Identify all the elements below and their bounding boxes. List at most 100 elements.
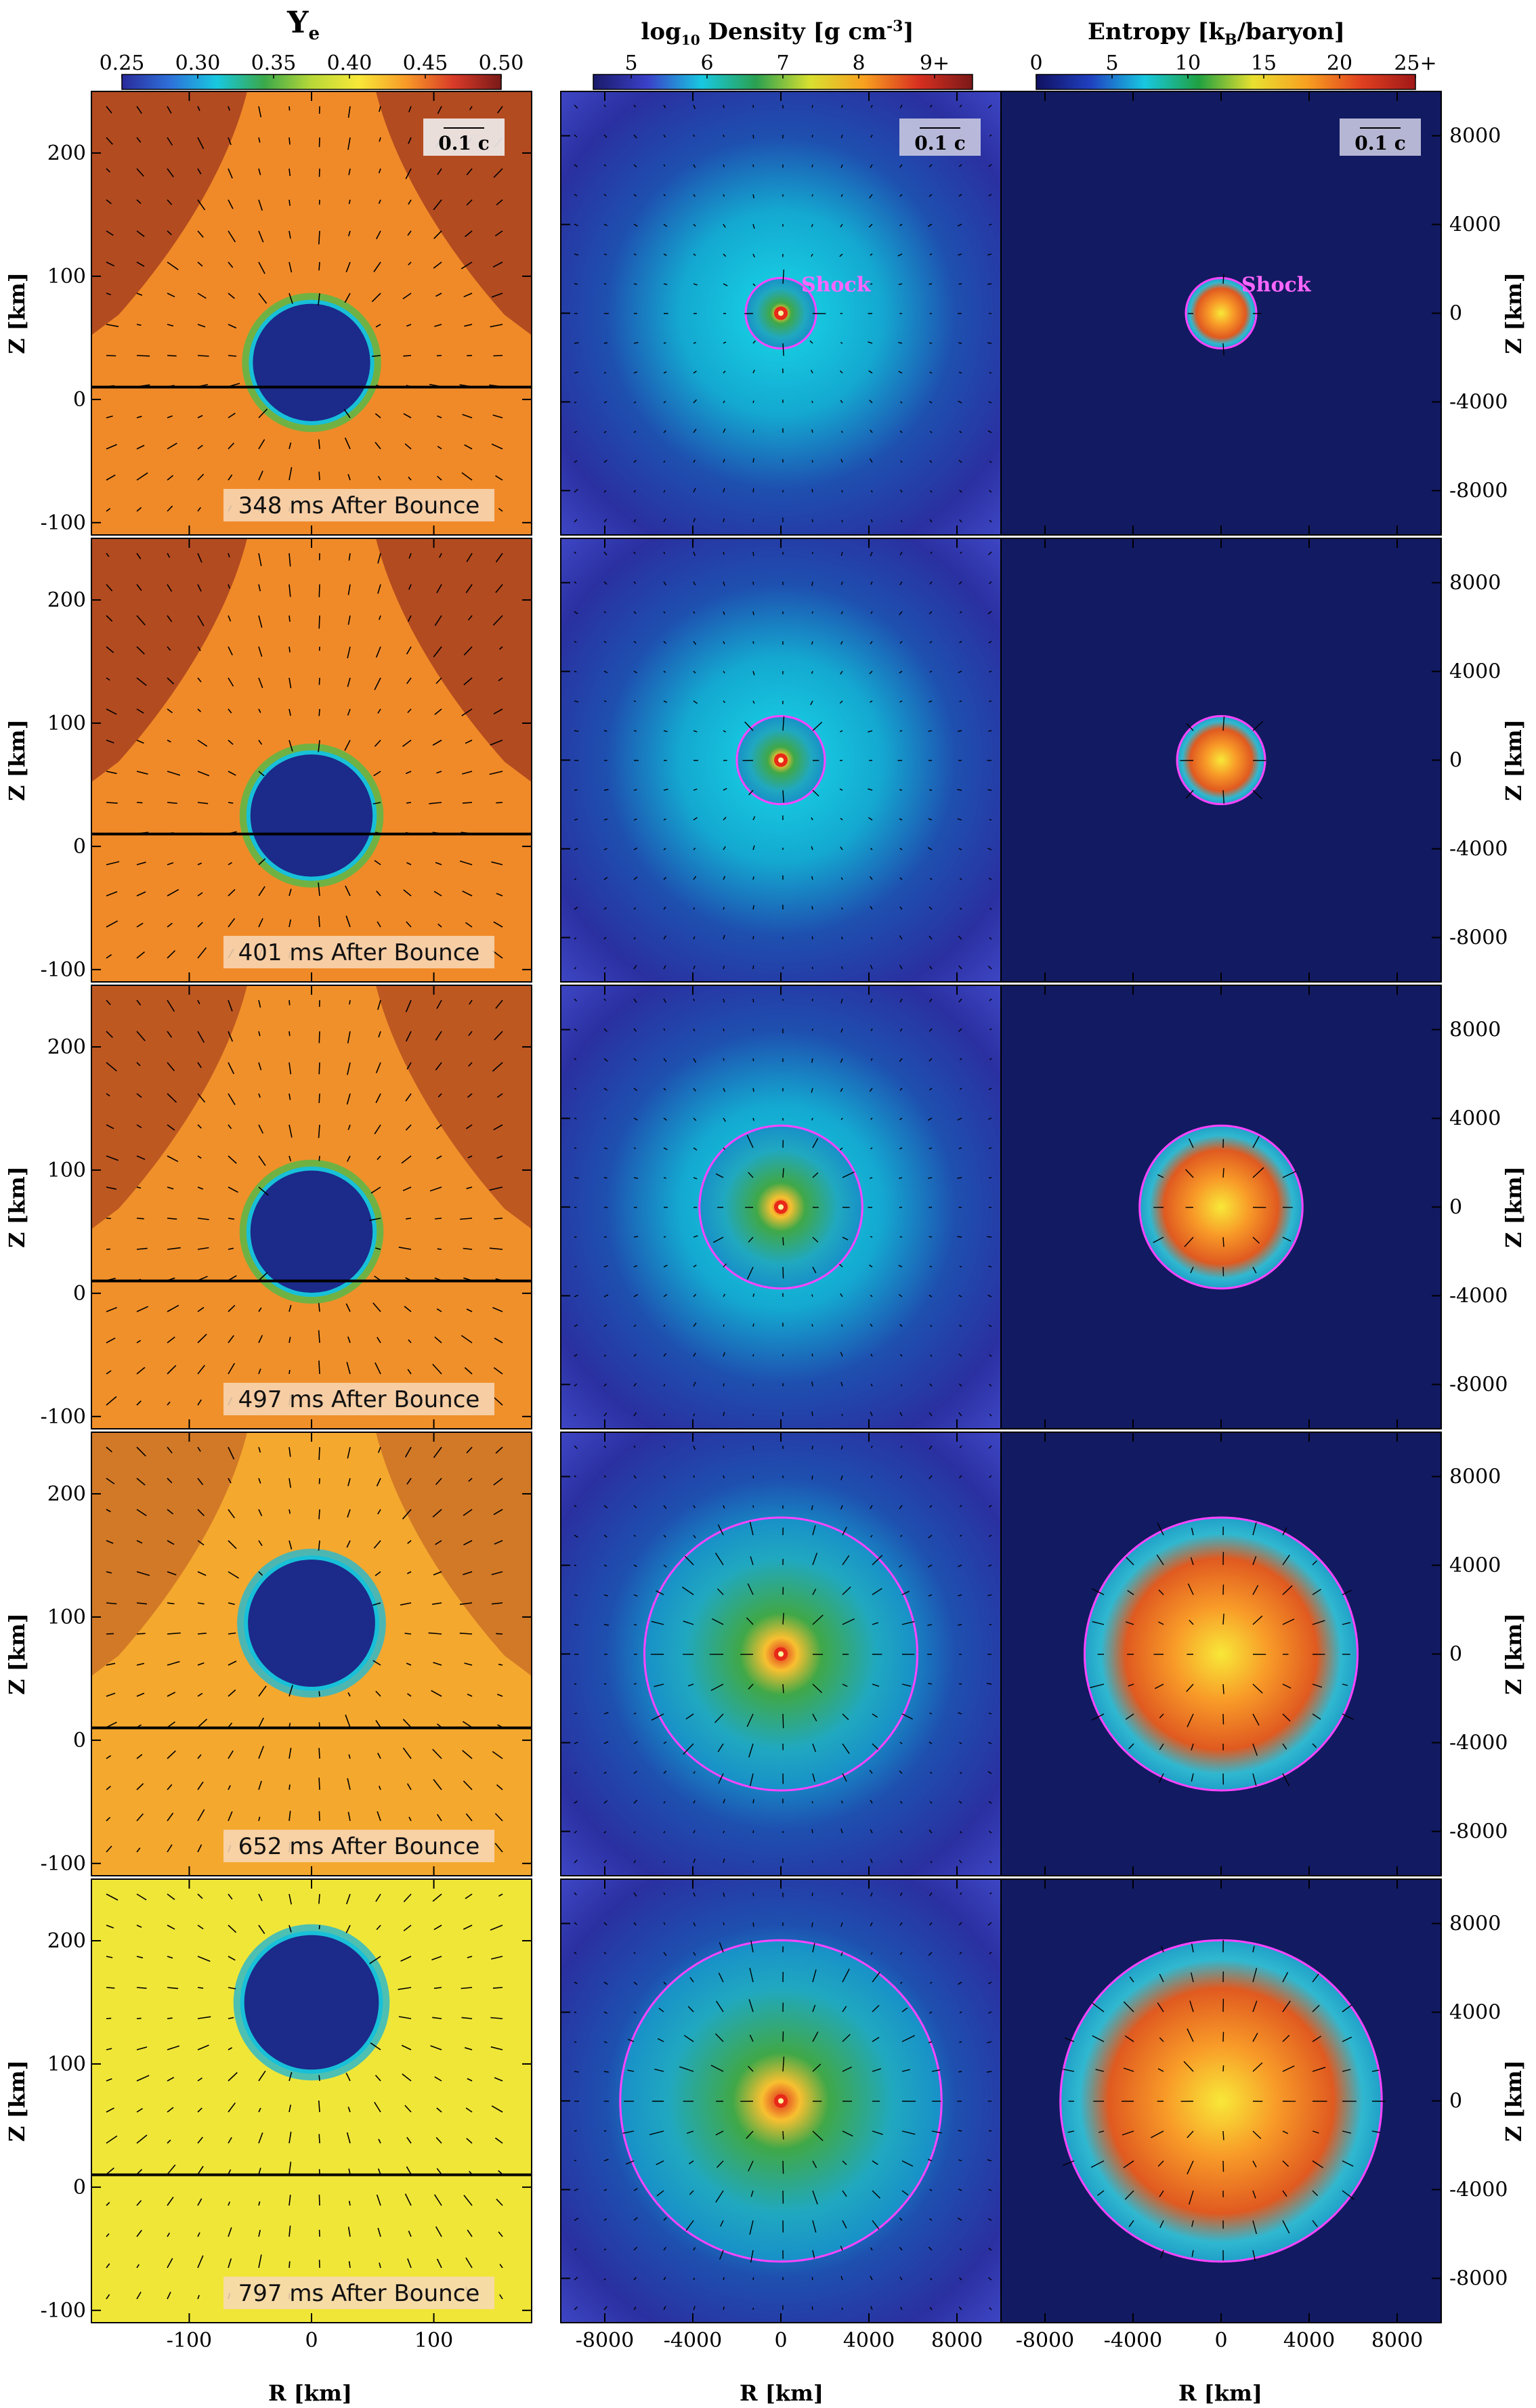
ye-z-tick-label: 100 (47, 712, 86, 735)
colorbar-tick-label: 6 (700, 51, 713, 75)
colorbar-density: log10 Density [g cm-3] 5 6 7 8 9+ (593, 18, 973, 90)
entropy-r-tick-label: -8000 (1016, 2329, 1074, 2352)
colorbar-entropy: Entropy [kB/baryon] 0 5 10 15 20 25+ (1029, 18, 1437, 90)
density-r-tick-label: 0 (774, 2329, 787, 2352)
entropy-ylabel: Z [km] (1501, 272, 1527, 354)
ye-z-tick-label: 200 (47, 1482, 86, 1506)
ye-ylabel: Z [km] (4, 272, 30, 354)
density-panel: Shock 0.1 c (560, 91, 1002, 536)
entropy-z-tick-label: 4000 (1449, 1554, 1501, 1578)
entropy-z-tick-label: 8000 (1449, 1912, 1501, 1936)
ye-ylabel: Z [km] (4, 1166, 30, 1248)
colorbar-tick-label: 20 (1327, 51, 1352, 75)
ye-z-tick-label: -100 (41, 1405, 86, 1429)
entropy-z-tick-label: 0 (1449, 2090, 1462, 2113)
entropy-panel: -8000 -4000 0 4000 8000 Z [km] (1000, 1432, 1527, 1876)
entropy-ylabel: Z [km] (1501, 1613, 1527, 1695)
density-panel: -8000 -4000 0 4000 8000 (560, 1878, 1002, 2352)
colorbar-tick-label: 0.35 (251, 51, 297, 75)
colorbar-tick-label: 25+ (1394, 51, 1436, 75)
ye-z-tick-label: 200 (47, 1929, 86, 1953)
ye-panel: 497 ms After Bounce -100 0 100 200 Z [km] (4, 985, 532, 1429)
ye-z-tick-label: 100 (47, 2052, 86, 2076)
colorbar-ye-bar (121, 74, 502, 90)
colorbar-entropy-title: Entropy [kB/baryon] (1088, 18, 1345, 49)
colorbar-tick-label: 7 (776, 51, 789, 75)
entropy-panel: -8000 -4000 0 4000 8000 -8000 -4000 0 4000 8000 Z … (1000, 1878, 1527, 2352)
shock-label: Shock (801, 274, 872, 297)
ye-panel: 348 ms After Bounce -100 0 100 200 Z [km] 0.1 … (4, 91, 532, 536)
entropy-z-tick-label: -4000 (1449, 838, 1508, 861)
protoneutron-star (244, 1935, 379, 2070)
velocity-scale-label: 0.1 c (914, 132, 966, 154)
density-panel (560, 538, 1002, 983)
colorbar-tick-label: 0.40 (327, 51, 372, 75)
colorbar-ye: Ye 0.25 0.30 0.35 0.40 0.45 0.50 (100, 5, 524, 90)
entropy-z-tick-label: -4000 (1449, 2178, 1508, 2202)
protoneutron-star (250, 1170, 373, 1293)
density-r-tick-label: 4000 (843, 2329, 895, 2352)
density-r-tick-label: 8000 (931, 2329, 983, 2352)
ye-z-tick-label: 200 (47, 1035, 86, 1059)
entropy-z-tick-label: 4000 (1449, 213, 1501, 237)
entropy-ylabel: Z [km] (1501, 719, 1527, 801)
colorbar-tick-label: 0.25 (100, 51, 145, 75)
ye-panel: 401 ms After Bounce -100 0 100 200 Z [km] (4, 538, 532, 983)
entropy-panel: -8000 -4000 0 4000 8000 Z [km] (1000, 985, 1527, 1429)
entropy-z-tick-label: 0 (1449, 1643, 1462, 1667)
velocity-scale-label: 0.1 c (1354, 132, 1406, 154)
velocity-scale-label: 0.1 c (438, 132, 490, 154)
ye-r-tick-label: -100 (167, 2329, 212, 2352)
panel-row: 797 ms After Bounce -100 0 100 200 -100 0 100 Z … (4, 1878, 1527, 2352)
entropy-shock-region (1084, 1516, 1359, 1792)
ye-z-tick-label: -100 (41, 1852, 86, 1876)
colorbar-tick-label: 15 (1251, 51, 1277, 75)
entropy-z-tick-label: 0 (1449, 302, 1462, 326)
entropy-ylabel: Z [km] (1501, 2060, 1527, 2142)
colorbar-tick-label: 10 (1175, 51, 1201, 75)
entropy-z-tick-label: -8000 (1449, 1820, 1508, 1844)
entropy-xlabel: R [km] (1178, 2380, 1262, 2406)
protoneutron-star (250, 754, 373, 877)
ye-panel: 652 ms After Bounce -100 0 100 200 Z [km] (4, 1432, 532, 1876)
ye-xlabel: R [km] (268, 2380, 352, 2406)
ye-z-tick-label: 0 (73, 1729, 86, 1753)
colorbar-tick-label: 0 (1029, 51, 1042, 75)
ye-panel: 797 ms After Bounce -100 0 100 200 -100 0 100 Z … (4, 1878, 532, 2352)
ye-z-tick-label: 200 (47, 588, 86, 612)
colorbar-entropy-ticks: 0 5 10 15 20 25+ (1029, 51, 1437, 79)
density-panel (560, 985, 1002, 1429)
entropy-z-tick-label: 4000 (1449, 1107, 1501, 1131)
panel-row: 348 ms After Bounce -100 0 100 200 Z [km] 0.1 … (4, 91, 1527, 536)
colorbar-ye-title: Ye (286, 5, 320, 44)
colorbar-tick-label: 5 (624, 51, 637, 75)
entropy-shock-region (1059, 1939, 1383, 2263)
bottom-axes: R [km] R [km] R [km] (268, 2380, 1262, 2406)
shock-label: Shock (1241, 274, 1312, 297)
ye-ylabel: Z [km] (4, 719, 30, 801)
protoneutron-star (248, 1560, 375, 1687)
ye-z-tick-label: 0 (73, 2176, 86, 2199)
entropy-z-tick-label: -8000 (1449, 926, 1508, 950)
colorbar-entropy-bar (1036, 74, 1416, 90)
entropy-r-tick-label: 8000 (1371, 2329, 1423, 2352)
ye-z-tick-label: 0 (73, 388, 86, 412)
ye-z-tick-label: 100 (47, 1159, 86, 1182)
entropy-z-tick-label: 4000 (1449, 660, 1501, 684)
ye-ylabel: Z [km] (4, 2060, 30, 2142)
entropy-z-tick-label: 4000 (1449, 2001, 1501, 2025)
colorbar-density-title: log10 Density [g cm-3] (641, 18, 914, 48)
colorbar-tick-label: 9+ (920, 51, 950, 75)
colorbar-tick-label: 0.50 (479, 51, 524, 75)
ye-z-tick-label: 0 (73, 1282, 86, 1306)
entropy-z-tick-label: -4000 (1449, 391, 1508, 414)
entropy-r-tick-label: 0 (1214, 2329, 1227, 2352)
colorbar-tick-label: 0.30 (175, 51, 221, 75)
entropy-z-tick-label: 8000 (1449, 125, 1501, 148)
colorbar-tick-label: 5 (1105, 51, 1118, 75)
entropy-z-tick-label: 0 (1449, 749, 1462, 773)
entropy-r-tick-label: 4000 (1283, 2329, 1335, 2352)
